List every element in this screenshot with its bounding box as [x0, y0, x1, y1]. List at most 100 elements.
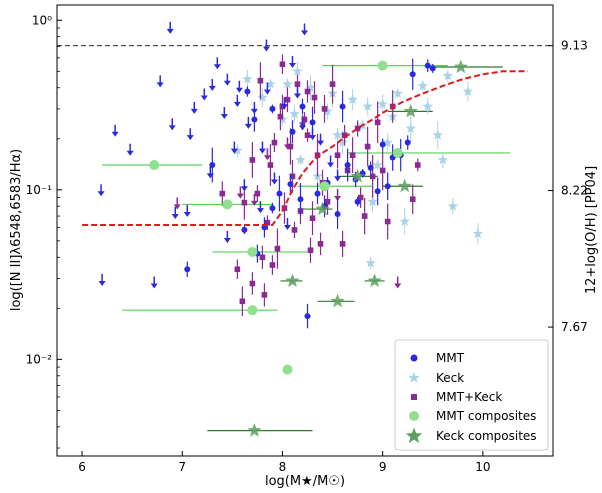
- mmt-upper-limit-head: [97, 191, 105, 197]
- mmt-keck-point: [279, 61, 286, 68]
- keck-point: [462, 86, 474, 96]
- keck-point: [292, 65, 303, 76]
- right-tick-label: 7.67: [561, 320, 588, 334]
- mmt-point: [244, 88, 251, 95]
- legend-label-mmt-composites: MMT composites: [436, 409, 536, 423]
- mmt-upper-limit-head: [166, 28, 174, 34]
- keck-point: [365, 257, 376, 268]
- keck-point: [472, 228, 484, 239]
- mmt-keck-point: [304, 88, 311, 95]
- mmt-keck-point: [234, 266, 241, 273]
- mmt-point: [287, 181, 294, 188]
- mmt-keck-point: [264, 219, 271, 226]
- x-axis-label: log(M★/M☉): [265, 474, 345, 489]
- fit-curve: [82, 70, 528, 226]
- mmt-composite-point: [247, 246, 258, 257]
- mmt-upper-limit-head: [98, 280, 106, 286]
- x-tick-label: 7: [178, 460, 186, 474]
- mmt-keck-upper-limit-head: [334, 195, 342, 201]
- mmt-composite-point: [149, 160, 160, 171]
- right-axis-label: 12+log(O/H) [PP04]: [584, 166, 599, 294]
- mmt-keck-point: [361, 213, 368, 219]
- mmt-upper-limit-head: [206, 173, 214, 179]
- mmt-keck-point: [307, 247, 314, 254]
- mmt-upper-limit-head: [244, 123, 252, 129]
- mmt-point: [344, 162, 351, 169]
- mmt-composite-point: [392, 147, 403, 158]
- mmt-point: [241, 226, 248, 233]
- keck-composite-point: [453, 59, 468, 74]
- keck-composite-point: [403, 103, 418, 118]
- mmt-upper-limit-head: [293, 93, 301, 99]
- mmt-keck-point: [384, 218, 391, 225]
- mmt-keck-upper-limit-head: [173, 204, 181, 210]
- mmt-point: [404, 139, 411, 146]
- keck-point: [417, 80, 428, 91]
- mmt-keck-point: [329, 81, 336, 87]
- mmt-upper-limit-head: [200, 95, 208, 101]
- mmt-keck-point: [284, 96, 291, 103]
- mmt-keck-point: [274, 245, 281, 252]
- mmt-keck-point: [271, 139, 278, 146]
- legend-marker-mmt-keck: [411, 394, 417, 400]
- mmt-point: [269, 205, 276, 212]
- mmt-keck-point: [314, 152, 321, 158]
- mmt-point: [379, 141, 386, 148]
- legend-item-mmt: MMT: [410, 351, 465, 365]
- mmt-upper-limit-head: [298, 125, 306, 131]
- keck-point: [232, 145, 243, 156]
- mmt-point: [339, 103, 346, 110]
- plot-area: [57, 21, 553, 437]
- keck-point: [437, 154, 448, 165]
- mmt-point: [184, 266, 191, 273]
- mmt-point: [304, 313, 311, 320]
- mmt-keck-point: [369, 173, 376, 180]
- keck-composite-point: [397, 178, 412, 193]
- legend-label-mmt-keck: MMT+Keck: [436, 390, 502, 404]
- mmt-point: [309, 119, 316, 126]
- mmt-composite-point: [319, 181, 330, 192]
- keck-point: [337, 137, 348, 147]
- x-tick-label: 9: [379, 460, 387, 474]
- mmt-keck-point: [324, 198, 331, 205]
- keck-point: [347, 94, 358, 105]
- mmt-keck-upper-limit-head: [263, 155, 271, 161]
- mmt-composite-point: [222, 199, 233, 210]
- mmt-keck-point: [219, 190, 226, 197]
- mmt-keck-point: [249, 280, 256, 287]
- mmt-keck-point: [261, 292, 268, 298]
- keck-point: [382, 137, 393, 147]
- mmt-point: [269, 105, 276, 112]
- keck-point: [265, 78, 276, 89]
- legend-marker-keck-composites: [405, 427, 423, 443]
- mmt-upper-limit-head: [280, 104, 288, 110]
- keck-point: [377, 98, 388, 109]
- keck-composite-point: [247, 423, 262, 437]
- mmt-upper-limit-head: [220, 113, 228, 119]
- mmt-upper-limit-head: [111, 131, 119, 137]
- mmt-keck-point: [249, 157, 256, 163]
- keck-point: [282, 78, 293, 89]
- legend-marker-mmt-composites: [409, 411, 419, 421]
- mmt-keck-point: [321, 106, 328, 112]
- mmt-upper-limit-head: [213, 64, 221, 70]
- legend-marker-keck: [408, 372, 420, 383]
- legend-item-keck-composites: Keck composites: [405, 427, 537, 443]
- mmt-upper-limit-head: [230, 148, 238, 154]
- keck-point: [289, 108, 300, 119]
- mmt-upper-limit-head: [283, 225, 291, 231]
- mmt-keck-point: [364, 143, 371, 150]
- mmt-keck-point: [354, 125, 361, 132]
- mmt-point: [384, 183, 391, 190]
- mmt-upper-limit-head: [288, 62, 296, 68]
- mmt-keck-upper-limit-head: [283, 144, 291, 150]
- legend-label-mmt: MMT: [436, 351, 465, 365]
- y-axis: 10⁰ 10⁻¹ 10⁻²: [26, 13, 62, 449]
- keck-composite-point: [350, 168, 365, 183]
- mmt-upper-limit-head: [262, 46, 270, 52]
- right-tick-label: 9.13: [561, 39, 588, 53]
- keck-composite-point: [315, 201, 330, 216]
- mmt-point: [374, 188, 381, 195]
- mmt-upper-limit-head: [250, 108, 258, 114]
- keck-point: [305, 82, 316, 93]
